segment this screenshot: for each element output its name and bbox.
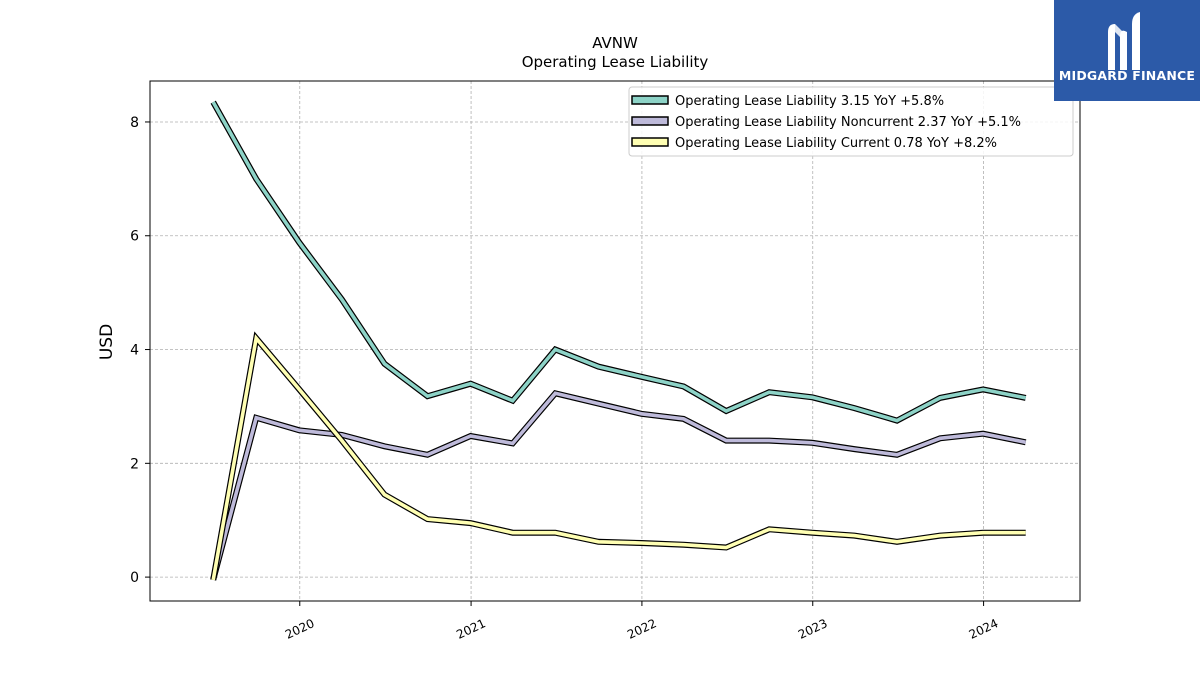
y-tick-label: 6 xyxy=(130,229,139,245)
series-stroke xyxy=(211,391,1027,581)
y-tick-label: 0 xyxy=(130,570,139,586)
plot-frame xyxy=(149,80,1081,602)
y-tick-label: 2 xyxy=(130,456,139,472)
legend-swatch xyxy=(631,137,669,147)
x-tick-label: 2024 xyxy=(967,616,1001,642)
y-tick-label: 4 xyxy=(130,343,139,359)
x-tick-label: 2020 xyxy=(283,616,317,642)
series-3-line xyxy=(210,331,1026,581)
y-axis-label: USD xyxy=(97,324,117,360)
series-stroke xyxy=(211,334,1026,581)
midgard-m-logo-icon xyxy=(1108,12,1140,70)
legend-label: Operating Lease Liability 3.15 YoY +5.8% xyxy=(675,94,944,109)
legend-label: Operating Lease Liability Current 0.78 Y… xyxy=(675,136,997,151)
legend-swatch xyxy=(631,95,669,105)
x-tick-label: 2022 xyxy=(625,616,659,642)
legend-box xyxy=(628,86,1074,157)
series-lines xyxy=(210,100,1027,581)
x-tick-label: 2023 xyxy=(796,616,830,642)
x-tick-label: 2021 xyxy=(454,616,488,642)
legend: Operating Lease Liability 3.15 YoY +5.8%… xyxy=(628,86,1074,157)
legend-swatch xyxy=(631,116,669,126)
y-tick-label: 8 xyxy=(130,115,139,131)
brand-logo: MIDGARD FINANCE xyxy=(1054,0,1200,101)
chart-title: AVNW xyxy=(592,34,638,52)
series-stroke xyxy=(211,101,1027,423)
gridlines xyxy=(150,81,1080,601)
series-1-line xyxy=(210,100,1027,424)
series-2-line xyxy=(210,389,1027,581)
legend-label: Operating Lease Liability Noncurrent 2.3… xyxy=(675,115,1021,130)
axis-ticks: 0 2 4 6 8 2020 2021 2022 2023 2024 xyxy=(130,115,1000,642)
series-outline xyxy=(210,389,1027,581)
brand-name: MIDGARD FINANCE xyxy=(1058,68,1196,83)
chart-subtitle: Operating Lease Liability xyxy=(522,53,709,71)
